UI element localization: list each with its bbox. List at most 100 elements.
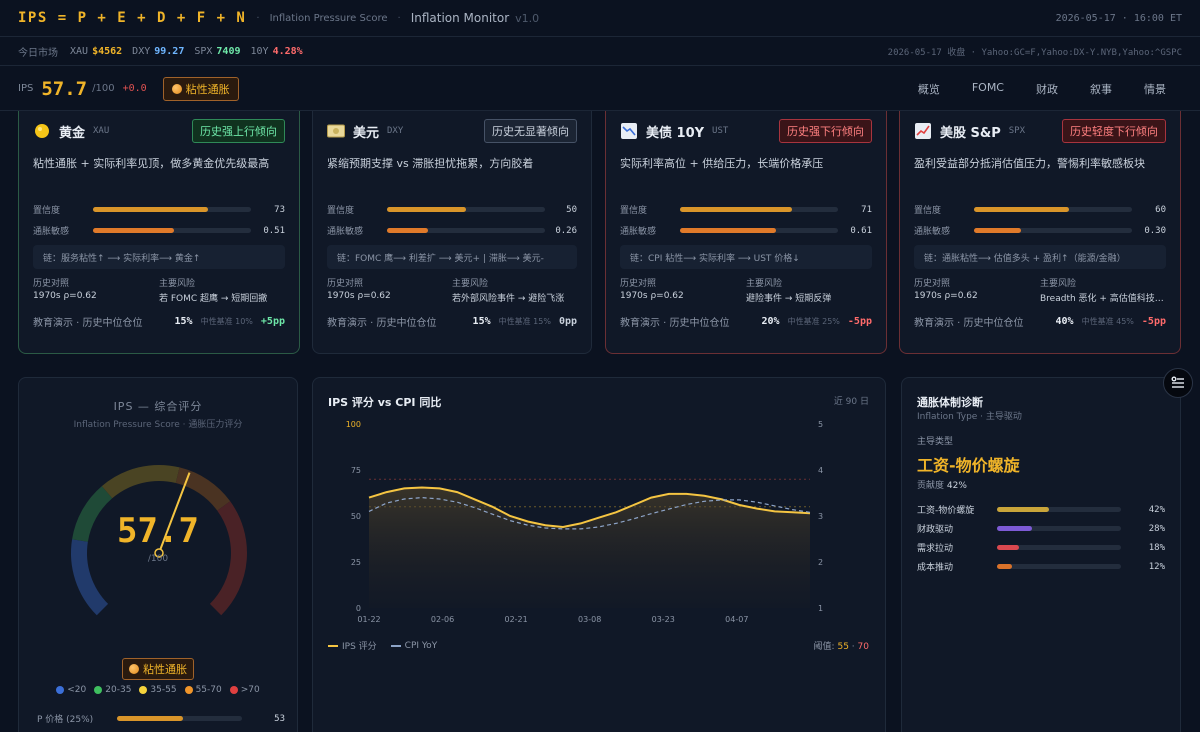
legend-ips: IPS 评分 — [328, 639, 377, 652]
ips-line — [368, 486, 811, 529]
sensitivity-label: 通胀敏感 — [33, 227, 70, 237]
ips-gauge-panel: IPS — 综合评分 Inflation Pressure Score · 通胀… — [18, 377, 298, 732]
ips-cpi-chart-panel: IPS 评分 vs CPI 同比 近 90 日 100 75 50 25 0 5 4 3 2 1 0… — [312, 377, 886, 732]
asset-card-dxy[interactable]: 美元 DXY 历史无显著倾向 紧缩预期支撑 vs 滞胀担忧拖累，方向胶着 置信度… — [312, 111, 592, 354]
confidence-bar — [680, 207, 838, 212]
driver-label: 成本推动 — [917, 563, 954, 573]
header-separator: · — [397, 12, 401, 24]
line-swatch — [328, 644, 338, 647]
nav-scenario[interactable]: 情景 — [1144, 82, 1166, 96]
gauge-needle — [158, 472, 191, 554]
sensitivity-fill — [93, 228, 174, 233]
settings-fab[interactable] — [1163, 368, 1193, 398]
position-row: 教育演示 · 历史中位仓位 20% 中性基准 25% -5pp — [620, 314, 872, 329]
driver-row: 需求拉动 18% — [917, 541, 1165, 555]
header-separator: · — [256, 12, 260, 24]
sensitivity-label: 通胀敏感 — [620, 227, 657, 237]
y-right-tick: 1 — [818, 604, 823, 613]
asset-code: DXY — [387, 126, 404, 136]
threshold-2: 70 — [857, 642, 869, 652]
orange-dot-icon — [171, 83, 182, 94]
risk-value: 若 FOMC 超鹰 → 短期回撤 — [159, 294, 268, 304]
confidence-row: 置信度 60 — [914, 199, 1166, 220]
position-pct: 20% — [761, 316, 780, 327]
price-component-row: P 价格 (25%) 53 — [37, 712, 285, 726]
header-subtitle: Inflation Pressure Score — [269, 12, 388, 24]
asset-card-ust[interactable]: 美债 10Y UST 历史强下行倾向 实际利率高位 + 供给压力，长端价格承压 … — [605, 111, 887, 354]
history-label: 历史对照 — [327, 279, 364, 289]
logo-formula: IPS = P + E + D + F + N — [18, 10, 247, 26]
nav-overview[interactable]: 概览 — [917, 82, 940, 96]
legend-item: 35-55 — [139, 685, 177, 695]
driver-label: 需求拉动 — [917, 544, 954, 554]
threshold-label: 阈值: 55 · 70 — [813, 642, 869, 652]
sensitivity-row: 通胀敏感 0.51 — [33, 220, 285, 241]
position-pct: 15% — [174, 316, 193, 327]
cpi-line — [368, 496, 811, 530]
position-delta: +5pp — [260, 316, 285, 327]
chart-down-icon — [620, 122, 638, 140]
history-risk: 历史对照 1970s ρ=0.62 主要风险 若外部风险事件 → 避险飞涨 — [327, 276, 577, 304]
x-tick: 03-23 — [652, 615, 675, 624]
sliders-icon — [1171, 376, 1184, 388]
regime-label: 粘性通胀 — [185, 82, 230, 96]
gauge-dial — [71, 465, 247, 616]
asset-description: 紧缩预期支撑 vs 滞胀担忧拖累，方向胶着 — [327, 157, 534, 170]
gauge-regime-label: 粘性通胀 — [143, 663, 187, 676]
gauge-segment-moderate — [72, 486, 113, 543]
asset-name: 美元 — [353, 125, 380, 141]
header-datetime: 2026-05-17 · 16:00 ET — [1055, 12, 1182, 24]
position-label: 教育演示 · 历史中位仓位 — [33, 318, 143, 329]
lead-type: 工资-物价螺旋 — [917, 456, 1020, 475]
sensitivity-bar — [680, 228, 838, 233]
ips-label: IPS — [18, 83, 34, 94]
position-label: 教育演示 · 历史中位仓位 — [327, 318, 437, 329]
card-header: 美债 10Y UST 历史强下行倾向 — [620, 111, 872, 151]
risk-label: 主要风险 — [452, 279, 489, 289]
data-source: 2026-05-17 收盘 · Yahoo:GC=F,Yahoo:DX-Y.NY… — [887, 48, 1182, 58]
gauge-value: 57.7 — [117, 511, 199, 551]
green-dot-icon — [94, 686, 103, 694]
history-label: 历史对照 — [620, 279, 657, 289]
gold-coin-icon — [33, 122, 51, 140]
asset-card-spx[interactable]: 美股 S&P SPX 历史轻度下行倾向 盈利受益部分抵消估值压力，警惕利率敏感板… — [899, 111, 1181, 354]
market-ticker-bar: 今日市场 XAU $4562 DXY 99.27 SPX 7409 10Y 4.… — [0, 38, 1200, 66]
card-header: 美元 DXY 历史无显著倾向 — [327, 111, 577, 151]
dollar-bill-icon — [327, 122, 345, 140]
x-tick: 04-07 — [725, 615, 748, 624]
main-nav: 概览 FOMC 财政 叙事 情景 — [902, 81, 1182, 97]
driver-value: 42% — [1148, 504, 1165, 515]
card-header: 黄金 XAU 历史强上行倾向 — [33, 111, 285, 151]
price-component-fill — [117, 716, 184, 721]
transmission-chain: 链：服务粘性↑ ⟶ 实际利率⟶ 黄金↑ — [33, 245, 285, 269]
history-risk: 历史对照 1970s ρ=0.62 主要风险 Breadth 恶化 + 高估值科技… — [914, 276, 1166, 304]
history-label: 历史对照 — [33, 279, 70, 289]
ticker-value-spx: 7409 — [216, 46, 241, 57]
y-left-tick: 0 — [356, 604, 361, 613]
red-dot-icon — [229, 686, 238, 694]
sensitivity-value: 0.61 — [850, 225, 872, 236]
y-left-tick: 75 — [351, 466, 361, 475]
asset-card-xau[interactable]: 黄金 XAU 历史强上行倾向 粘性通胀 + 实际利率见顶，做多黄金优先级最高 置… — [18, 111, 300, 354]
price-component-value: 53 — [274, 713, 285, 724]
confidence-value: 71 — [861, 204, 872, 215]
contribution-label: 贡献度 — [917, 481, 945, 491]
confidence-row: 置信度 73 — [33, 199, 285, 220]
gauge-segment-high — [175, 467, 231, 511]
y-left-tick: 100 — [346, 420, 361, 429]
sensitivity-label: 通胀敏感 — [914, 227, 951, 237]
confidence-label: 置信度 — [914, 206, 942, 216]
legend-item: 20-35 — [94, 685, 131, 695]
bias-tag: 历史强下行倾向 — [779, 119, 872, 143]
nav-narrative[interactable]: 叙事 — [1090, 82, 1112, 96]
nav-fiscal[interactable]: 财政 — [1036, 82, 1058, 96]
nav-fomc[interactable]: FOMC — [971, 80, 1004, 94]
asset-code: UST — [712, 126, 729, 136]
ticker-symbol: XAU — [70, 46, 89, 57]
driver-value: 28% — [1148, 523, 1165, 534]
confidence-fill — [974, 207, 1069, 212]
contribution: 贡献度 42% — [917, 478, 967, 491]
ips-delta: +0.0 — [122, 83, 147, 94]
gauge-regime-badge: 粘性通胀 — [122, 658, 194, 680]
asset-description: 粘性通胀 + 实际利率见顶，做多黄金优先级最高 — [33, 157, 270, 170]
